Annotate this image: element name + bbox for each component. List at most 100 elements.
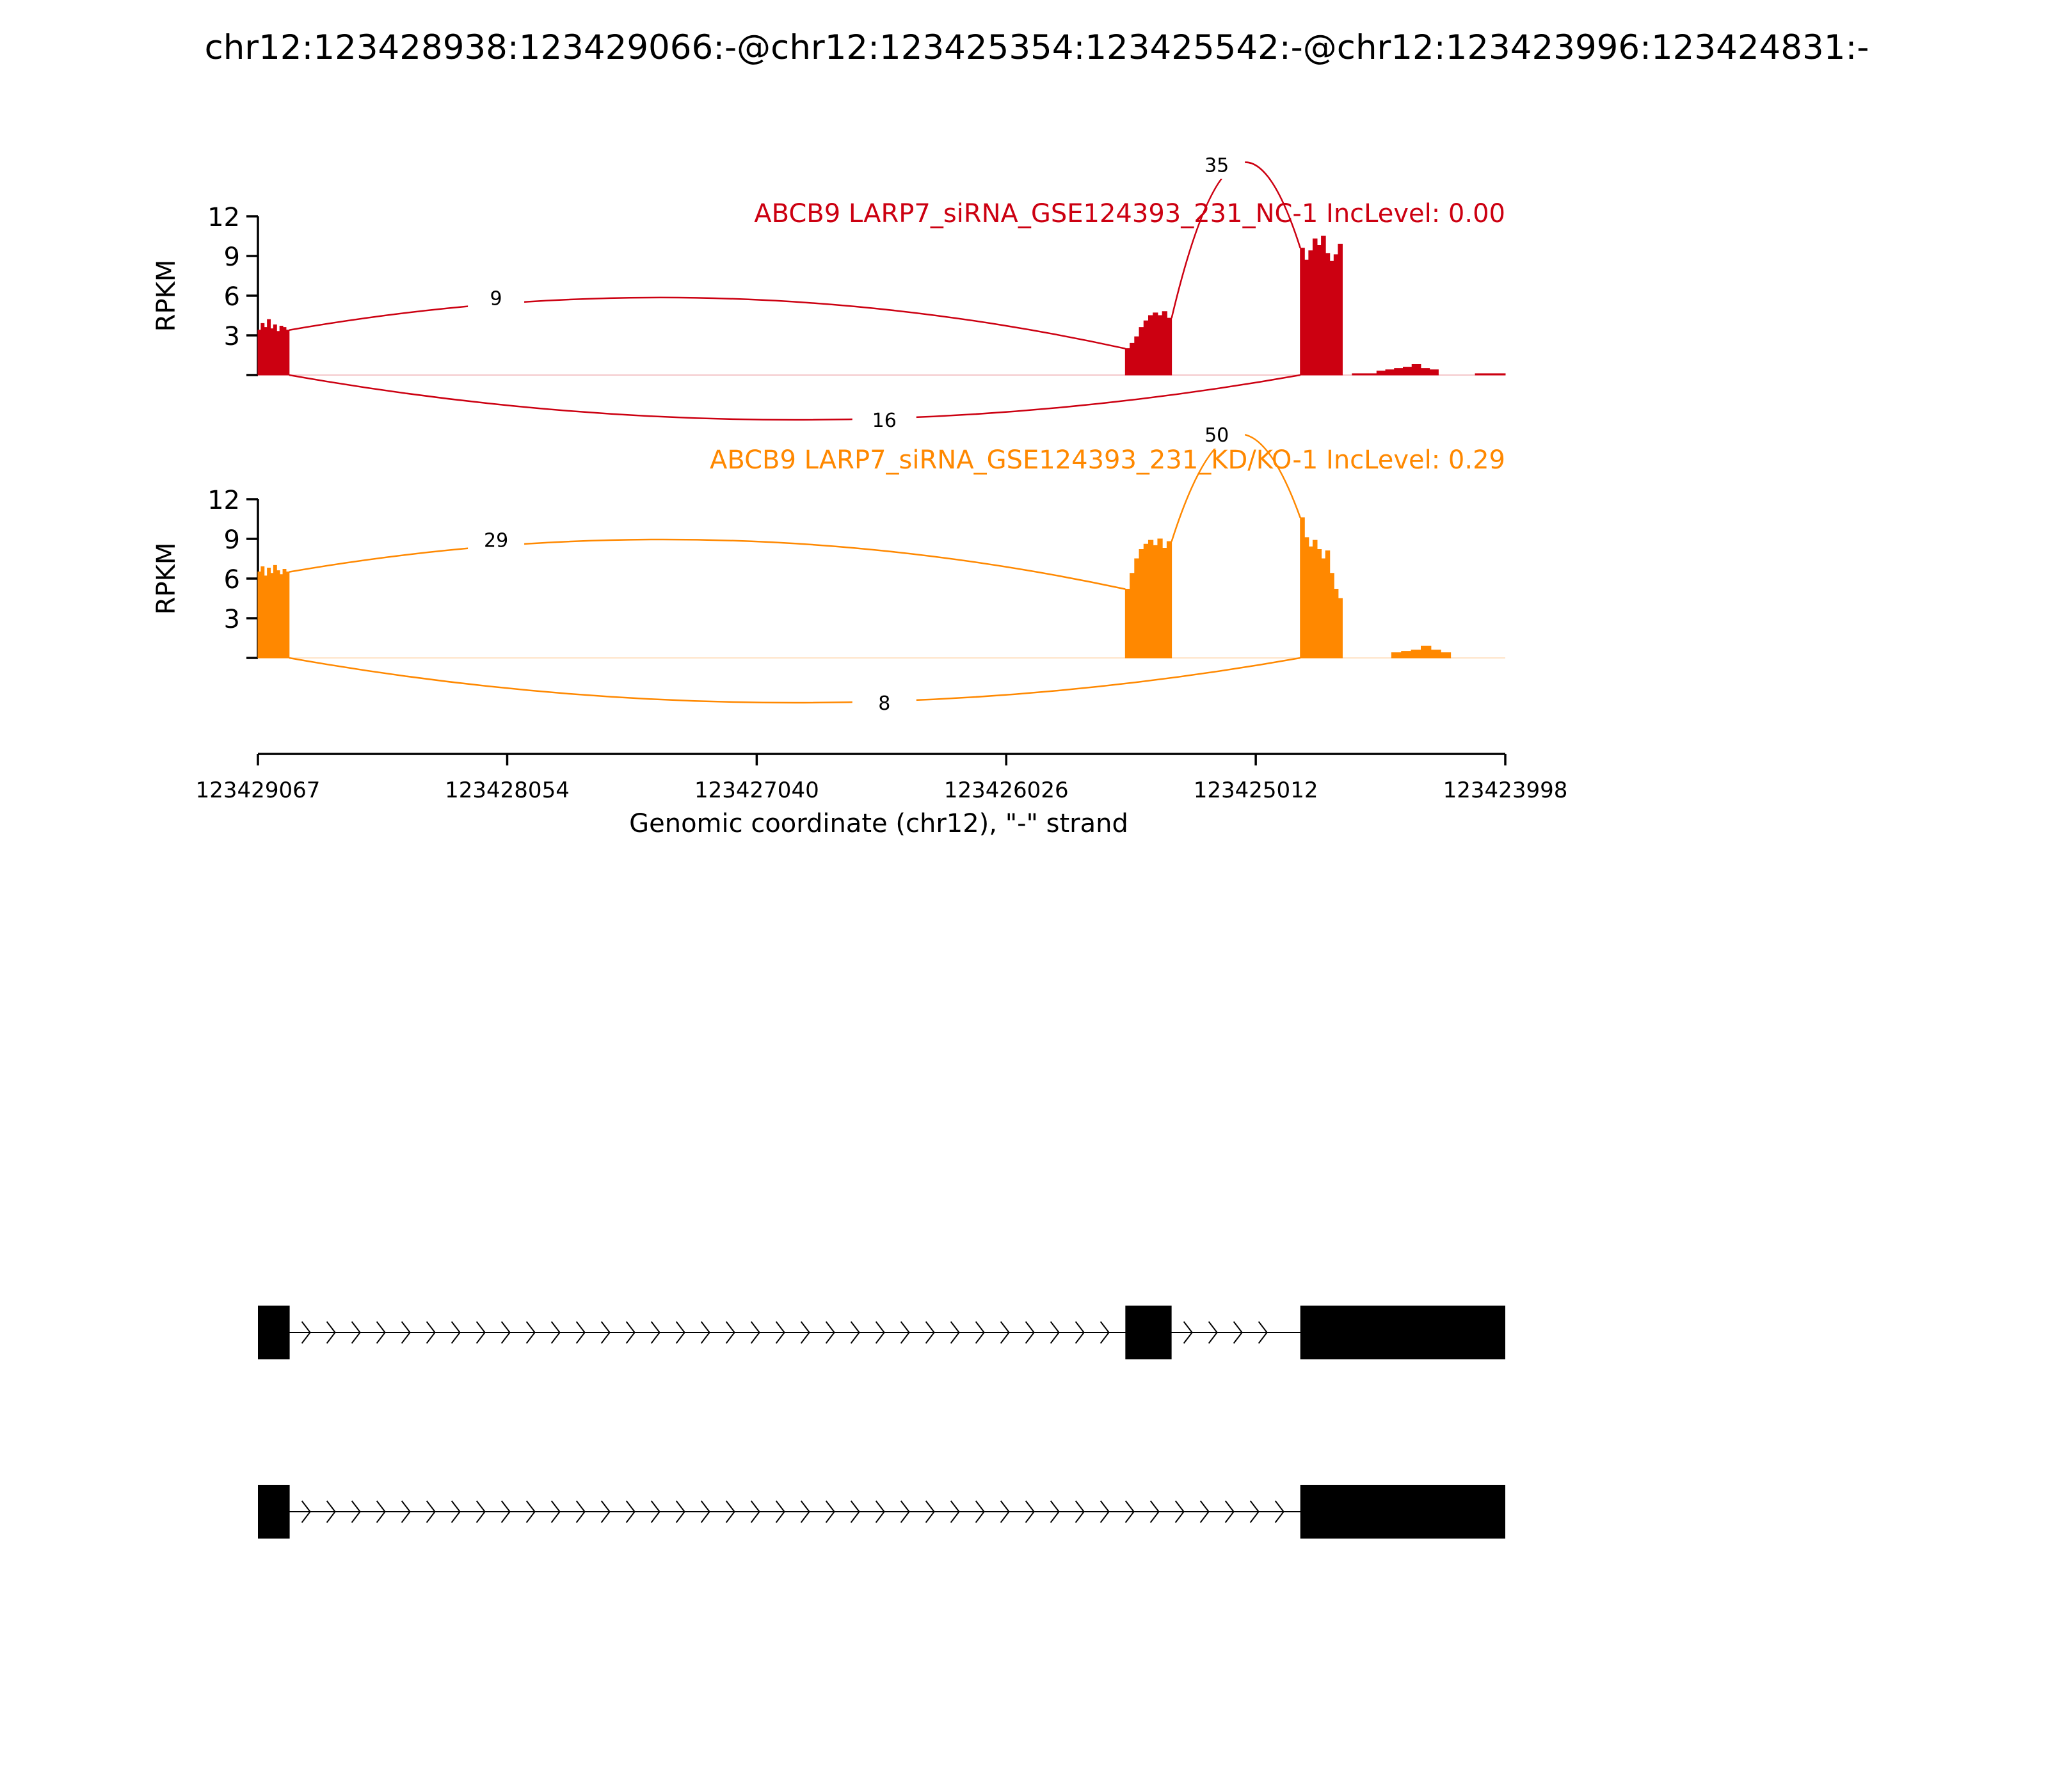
junction-label-bg <box>852 404 916 435</box>
strand-chevron <box>451 1321 461 1344</box>
strand-chevron <box>1050 1500 1060 1523</box>
strand-chevron <box>1249 1500 1260 1523</box>
strand-chevron <box>600 1500 611 1523</box>
y-axis-label: RPKM <box>152 260 181 332</box>
strand-chevron <box>700 1500 710 1523</box>
x-tick-label: 123423998 <box>1443 778 1568 803</box>
coverage-area <box>257 564 290 659</box>
strand-chevron <box>575 1321 586 1344</box>
junction-count-label: 29 <box>484 530 508 552</box>
strand-chevron <box>1183 1321 1193 1344</box>
strand-chevron <box>825 1500 835 1523</box>
strand-chevron <box>950 1500 960 1523</box>
coverage-area <box>1391 645 1452 659</box>
junction-count-label: 8 <box>878 692 890 715</box>
junction-arc <box>289 657 1300 704</box>
strand-chevron <box>1124 1500 1135 1523</box>
strand-chevron <box>525 1321 536 1344</box>
x-tick-label: 123427040 <box>694 778 819 803</box>
strand-chevron <box>650 1500 660 1523</box>
junction-count-label: 16 <box>872 410 897 432</box>
strand-chevron <box>1100 1321 1110 1344</box>
gene-model <box>258 1485 1505 1539</box>
strand-chevron <box>1025 1500 1035 1523</box>
strand-chevron <box>675 1500 685 1523</box>
strand-chevron <box>1199 1500 1210 1523</box>
junction-arc <box>289 296 1126 349</box>
strand-chevron <box>1274 1500 1284 1523</box>
strand-chevron <box>1050 1321 1060 1344</box>
strand-chevron <box>900 1500 910 1523</box>
strand-chevron <box>351 1321 361 1344</box>
strand-chevron <box>950 1321 960 1344</box>
strand-chevron <box>301 1321 311 1344</box>
exon-block <box>1125 1306 1172 1359</box>
strand-chevron <box>800 1321 810 1344</box>
strand-chevron <box>1100 1500 1110 1523</box>
x-tick-label: 123425012 <box>1194 778 1318 803</box>
y-tick-label: 9 <box>224 525 240 555</box>
strand-chevron <box>675 1321 685 1344</box>
strand-chevron <box>775 1500 785 1523</box>
strand-chevron <box>800 1500 810 1523</box>
strand-chevron <box>1174 1500 1185 1523</box>
x-axis-label: Genomic coordinate (chr12), "-" strand <box>629 809 1128 838</box>
strand-chevron <box>1224 1500 1235 1523</box>
coverage-area <box>1475 373 1506 376</box>
strand-chevron <box>625 1321 636 1344</box>
exon-block <box>258 1485 290 1539</box>
strand-chevron <box>1000 1500 1010 1523</box>
coverage-track-kd: ABCB9 LARP7_siRNA_GSE124393_231_KD/KO-1 … <box>152 420 1505 718</box>
genomic-x-axis: 123429067 123428054 123427040 123426026 1234… <box>196 753 1568 803</box>
strand-chevron <box>875 1321 885 1344</box>
strand-chevron <box>750 1321 760 1344</box>
strand-chevron <box>975 1321 985 1344</box>
strand-chevron <box>725 1500 735 1523</box>
strand-chevron <box>301 1500 311 1523</box>
strand-chevron <box>700 1321 710 1344</box>
y-tick-label: 6 <box>224 565 240 595</box>
gene-model <box>258 1306 1505 1359</box>
y-tick-label: 12 <box>207 203 240 232</box>
strand-chevron <box>326 1321 336 1344</box>
strand-chevron <box>775 1321 785 1344</box>
strand-chevron <box>850 1321 860 1344</box>
strand-chevron <box>451 1500 461 1523</box>
junction-label-bg <box>1188 420 1245 449</box>
y-tick-label: 3 <box>224 322 240 351</box>
strand-chevron <box>925 1500 935 1523</box>
strand-chevron <box>351 1500 361 1523</box>
strand-chevron <box>1233 1321 1243 1344</box>
strand-chevron <box>625 1500 636 1523</box>
strand-chevron <box>925 1321 935 1344</box>
strand-chevron <box>1208 1321 1218 1344</box>
coverage-area <box>257 319 290 376</box>
x-tick-label: 123429067 <box>196 778 321 803</box>
coverage-area <box>1124 311 1172 376</box>
strand-chevron <box>1075 1321 1085 1344</box>
exon-block <box>1300 1485 1505 1539</box>
strand-chevron <box>550 1500 561 1523</box>
coverage-track-nc: ABCB9 LARP7_siRNA_GSE124393_231_NC-1 Inc… <box>152 150 1506 435</box>
coverage-area <box>1300 236 1343 376</box>
junction-arc <box>289 538 1126 590</box>
strand-chevron <box>401 1500 411 1523</box>
x-tick-label: 123428054 <box>445 778 570 803</box>
strand-chevron <box>426 1500 436 1523</box>
strand-chevron <box>650 1321 660 1344</box>
y-axis-label: RPKM <box>152 543 181 615</box>
strand-chevron <box>850 1500 860 1523</box>
strand-chevron <box>875 1500 885 1523</box>
junction-count-label: 9 <box>490 288 502 310</box>
track-title: ABCB9 LARP7_siRNA_GSE124393_231_KD/KO-1 … <box>710 445 1505 475</box>
strand-chevron <box>500 1500 511 1523</box>
strand-chevron <box>1149 1500 1160 1523</box>
junction-arc <box>289 374 1300 421</box>
strand-chevron <box>376 1321 386 1344</box>
junction-label-bg <box>1188 150 1245 179</box>
strand-chevron <box>725 1321 735 1344</box>
junction-label-bg <box>468 525 525 554</box>
strand-chevron <box>476 1321 486 1344</box>
coverage-area <box>1300 517 1343 659</box>
